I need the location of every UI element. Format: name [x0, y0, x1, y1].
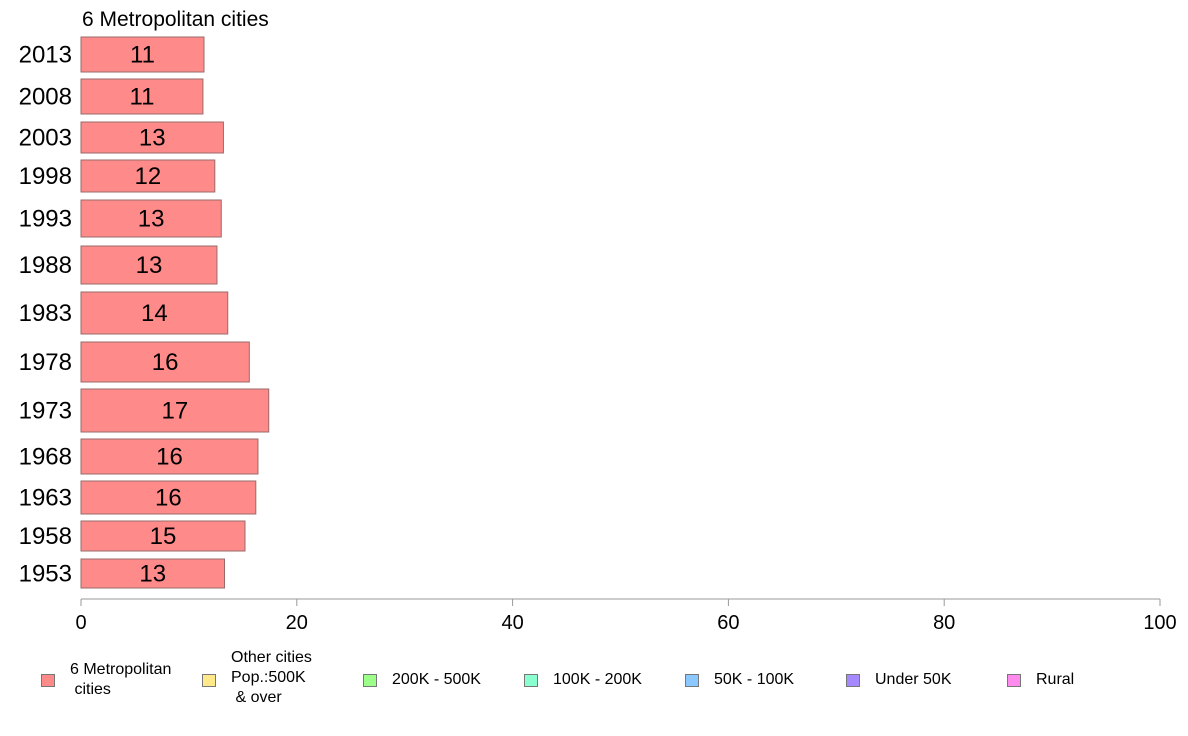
- legend-label-rural: Rural: [1036, 671, 1075, 688]
- legend-swatch-50k-100k: [685, 674, 699, 687]
- legend-label-100k-200k: 100K - 200K: [553, 671, 642, 688]
- bar-1968: [80, 438, 259, 475]
- bar-group: 11 2013 11 2008 13 2003 12 1998 13 1993 13 1988 14 19…: [19, 36, 270, 589]
- bar-2013: [80, 36, 205, 73]
- x-tick-label-100: 100: [1143, 612, 1176, 634]
- category-label-1998: 1998: [19, 163, 72, 190]
- legend-label-6-metropolitan-cities: 6 Metropolitan cities: [70, 661, 172, 698]
- legend-swatch-6-metropolitan-cities: [41, 674, 55, 687]
- category-label-2008: 2008: [19, 84, 72, 111]
- x-tick-label-80: 80: [933, 612, 955, 634]
- category-label-1958: 1958: [19, 523, 72, 550]
- bar-1963: [80, 480, 257, 515]
- bar-value-label-1973: 17: [162, 398, 189, 425]
- chart: 6 Metropolitan cities 112013112008132003…: [19, 8, 1177, 634]
- bar-value-label-1988: 13: [136, 252, 163, 279]
- bar-value-label-2013: 11: [130, 42, 155, 69]
- bar-1993: [80, 199, 222, 238]
- bar-value-label-1958: 15: [150, 523, 177, 550]
- bar-1958: [80, 520, 246, 552]
- bar-2008: [80, 78, 204, 115]
- category-label-1978: 1978: [19, 349, 72, 376]
- bar-value-label-1953: 13: [139, 561, 166, 588]
- category-label-1988: 1988: [19, 252, 72, 279]
- bar-1973: [80, 388, 270, 433]
- bar-value-label-1978: 16: [152, 349, 179, 376]
- legend-swatch-other-cities-pop-500k-over: [202, 674, 216, 687]
- bar-value-label-1963: 16: [155, 485, 182, 512]
- x-axis: 0 20 40 60 80 100: [75, 598, 1177, 634]
- legend-swatch-under-50k: [846, 674, 860, 687]
- bar-1953: [80, 558, 226, 589]
- legend-label-under-50k: Under 50K: [875, 671, 952, 688]
- bar-value-label-2008: 11: [130, 84, 155, 111]
- bar-value-label-1983: 14: [141, 300, 168, 327]
- category-label-1983: 1983: [19, 300, 72, 327]
- x-tick-label-60: 60: [717, 612, 739, 634]
- category-label-1953: 1953: [19, 561, 72, 588]
- legend: 6 Metropolitan cities Other cities Pop.:5…: [0, 646, 1188, 726]
- legend-label-other-cities-pop-500k-over: Other cities Pop.:500K & over: [231, 649, 312, 706]
- bar-value-label-2003: 13: [139, 125, 166, 152]
- bar-2003: [80, 121, 224, 154]
- chart-title: 6 Metropolitan cities: [82, 8, 269, 31]
- bar-1998: [80, 159, 216, 193]
- category-label-1973: 1973: [19, 398, 72, 425]
- x-tick-label-20: 20: [286, 612, 308, 634]
- x-tick-label-0: 0: [75, 612, 86, 634]
- bar-1983: [80, 291, 229, 335]
- legend-label-200k-500k: 200K - 500K: [392, 671, 481, 688]
- legend-swatch-rural: [1007, 674, 1021, 687]
- bar-value-label-1968: 16: [156, 444, 183, 471]
- bar-value-label-1993: 13: [138, 206, 165, 233]
- legend-swatch-200k-500k: [363, 674, 377, 687]
- x-tick-label-40: 40: [501, 612, 523, 634]
- category-label-1993: 1993: [19, 206, 72, 233]
- category-label-2013: 2013: [19, 42, 72, 69]
- legend-swatch-100k-200k: [524, 674, 538, 687]
- category-label-1963: 1963: [19, 485, 72, 512]
- bar-1988: [80, 245, 218, 285]
- bar-value-label-1998: 12: [135, 163, 162, 190]
- category-label-1968: 1968: [19, 444, 72, 471]
- category-label-2003: 2003: [19, 125, 72, 152]
- bar-1978: [80, 341, 250, 383]
- legend-label-50k-100k: 50K - 100K: [714, 671, 795, 688]
